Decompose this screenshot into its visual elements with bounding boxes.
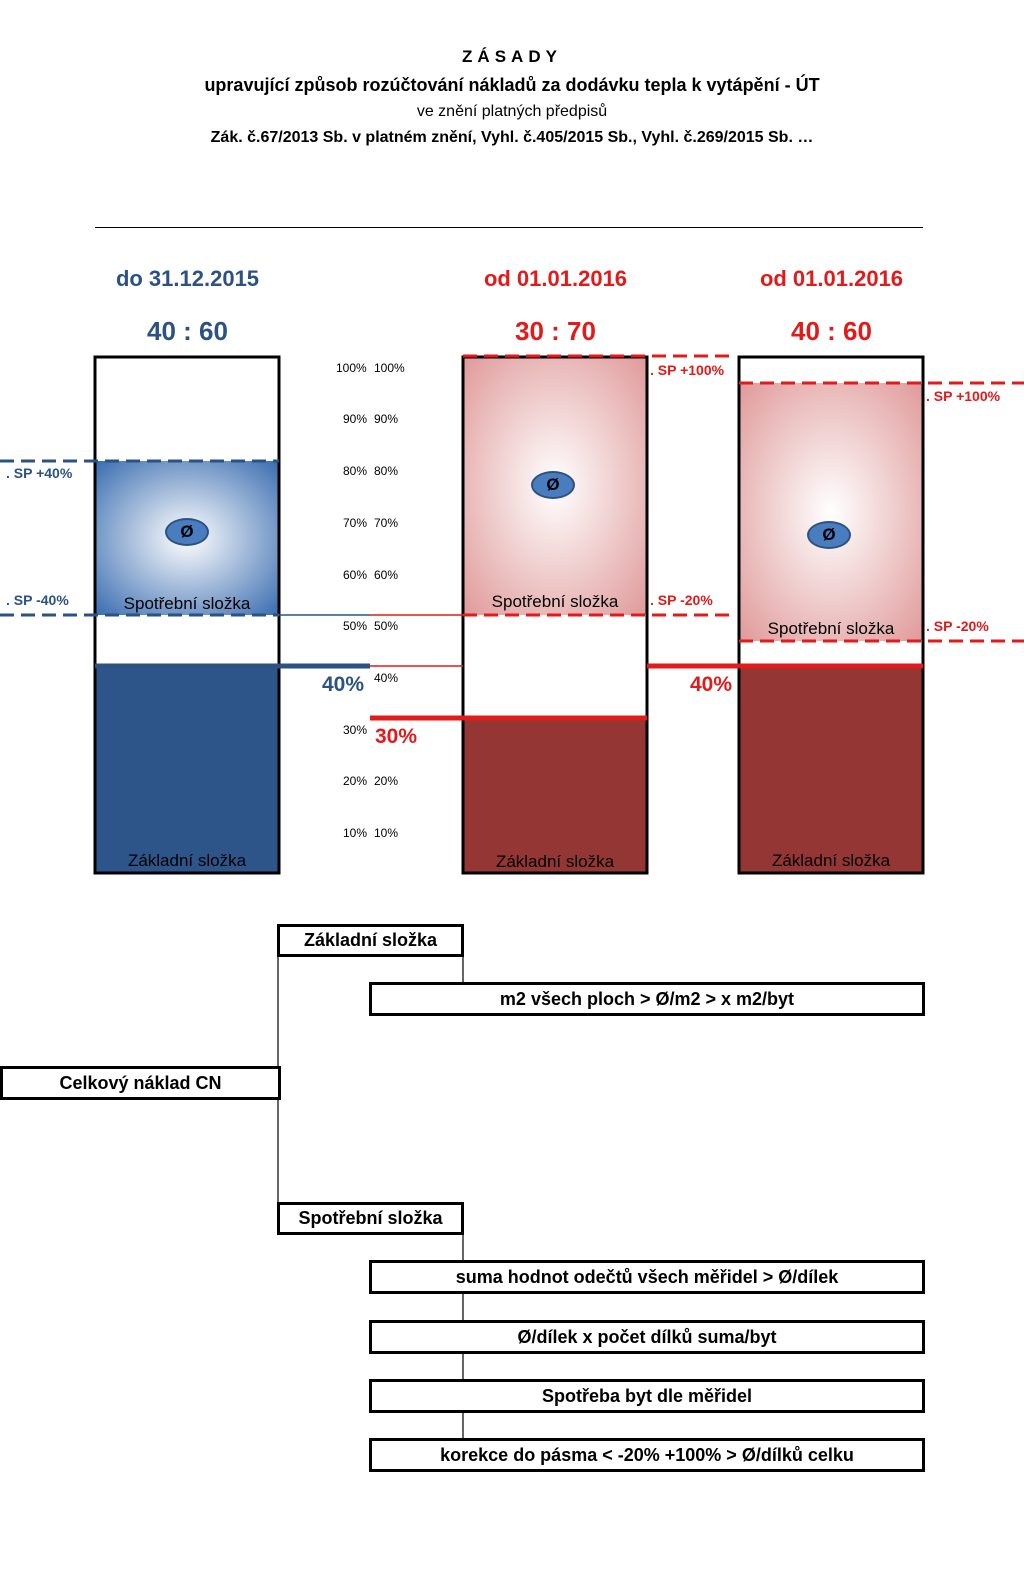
scale-left-50: 50%	[343, 619, 368, 633]
scale-left-20: 20%	[343, 774, 368, 788]
zakladni-label-col3: Základní složka	[771, 851, 891, 870]
cost-split-diagram	[0, 354, 1024, 875]
base-pct-label-col3: 40%	[690, 673, 733, 696]
base-col3	[739, 666, 923, 873]
sp-marker: .	[926, 388, 934, 404]
sp-plus-label-col1: . SP +40%	[6, 465, 73, 481]
tree-root-box: Celkový náklad CN	[0, 1066, 281, 1100]
scale-left-60: 60%	[343, 568, 368, 582]
average-icon-col1: Ø	[165, 518, 209, 546]
frame-col3	[737, 355, 925, 875]
tree-spotrebni-step-4: korekce do pásma < -20% +100% > Ø/dílků …	[369, 1438, 925, 1472]
base-pct-label-col2: 30%	[375, 725, 418, 748]
sp-marker: .	[650, 362, 658, 378]
sp-minus-label-col2: . SP -20%	[650, 592, 713, 608]
spotrebni-label-col1: Spotřební složka	[123, 594, 251, 613]
scale-right-40: 40%	[374, 671, 399, 685]
tree-zakladni-box: Základní složka	[277, 924, 464, 957]
scale-right-20: 20%	[374, 774, 399, 788]
sp-minus-label-col1: . SP -40%	[6, 592, 69, 608]
scale-left-80: 80%	[343, 464, 368, 478]
sp-plus-label-col3: . SP +100%	[926, 388, 1001, 404]
band-col3	[739, 383, 923, 641]
spotrebni-label-col2: Spotřební složka	[491, 592, 619, 611]
average-icon-col3: Ø	[807, 521, 851, 549]
ratio-col2: 30 : 70	[515, 316, 596, 346]
scale-left-100: 100%	[336, 361, 367, 375]
scale-right-100: 100%	[374, 361, 405, 375]
base-col2	[463, 718, 647, 873]
sp-marker: .	[926, 618, 934, 634]
doc-law: Zák. č.67/2013 Sb. v platném znění, Vyhl…	[210, 129, 814, 146]
base-pct-label-col1: 40%	[322, 673, 365, 696]
zakladni-label-col1: Základní složka	[127, 851, 247, 870]
period-col2: od 01.01.2016	[483, 266, 628, 291]
scale-right-90: 90%	[374, 412, 399, 426]
scale-right-60: 60%	[374, 568, 399, 582]
sp-marker: .	[6, 465, 14, 481]
doc-subtitle: upravující způsob rozúčtování nákladů za…	[204, 75, 820, 95]
scale-left-90: 90%	[343, 412, 368, 426]
tree-zakladni-step: m2 všech ploch > Ø/m2 > x m2/byt	[369, 982, 925, 1016]
tree-spotrebni-step-3: Spotřeba byt dle měřidel	[369, 1379, 925, 1413]
spotrebni-label-col3: Spotřební složka	[767, 619, 895, 638]
scale-left-10: 10%	[343, 826, 368, 840]
scale-left-70: 70%	[343, 516, 368, 530]
doc-note: ve znění platných předpisů	[416, 103, 608, 120]
sp-marker: .	[6, 592, 14, 608]
sp-minus-label-col3: . SP -20%	[926, 618, 989, 634]
zakladni-label-col2: Základní složka	[495, 852, 615, 871]
ratio-col1: 40 : 60	[147, 316, 228, 346]
period-col1: do 31.12.2015	[115, 266, 260, 291]
ratio-col3: 40 : 60	[791, 316, 872, 346]
scale-right-70: 70%	[374, 516, 399, 530]
base-col1	[95, 666, 279, 873]
tree-spotrebni-step-1: suma hodnot odečtů všech měřidel > Ø/díl…	[369, 1260, 925, 1294]
period-col3: od 01.01.2016	[759, 266, 904, 291]
average-icon-col2: Ø	[531, 471, 575, 499]
header-rule	[95, 227, 923, 228]
scale-right-50: 50%	[374, 619, 399, 633]
tree-spotrebni-step-2: Ø/dílek x počet dílků suma/byt	[369, 1320, 925, 1354]
sp-marker: .	[650, 592, 658, 608]
scale-right-80: 80%	[374, 464, 399, 478]
tree-spotrebni-box: Spotřební složka	[277, 1202, 464, 1235]
scale-right-10: 10%	[374, 826, 399, 840]
scale-left-30: 30%	[343, 723, 368, 737]
doc-title: ZÁSADY	[462, 47, 562, 66]
sp-plus-label-col2: . SP +100%	[650, 362, 725, 378]
